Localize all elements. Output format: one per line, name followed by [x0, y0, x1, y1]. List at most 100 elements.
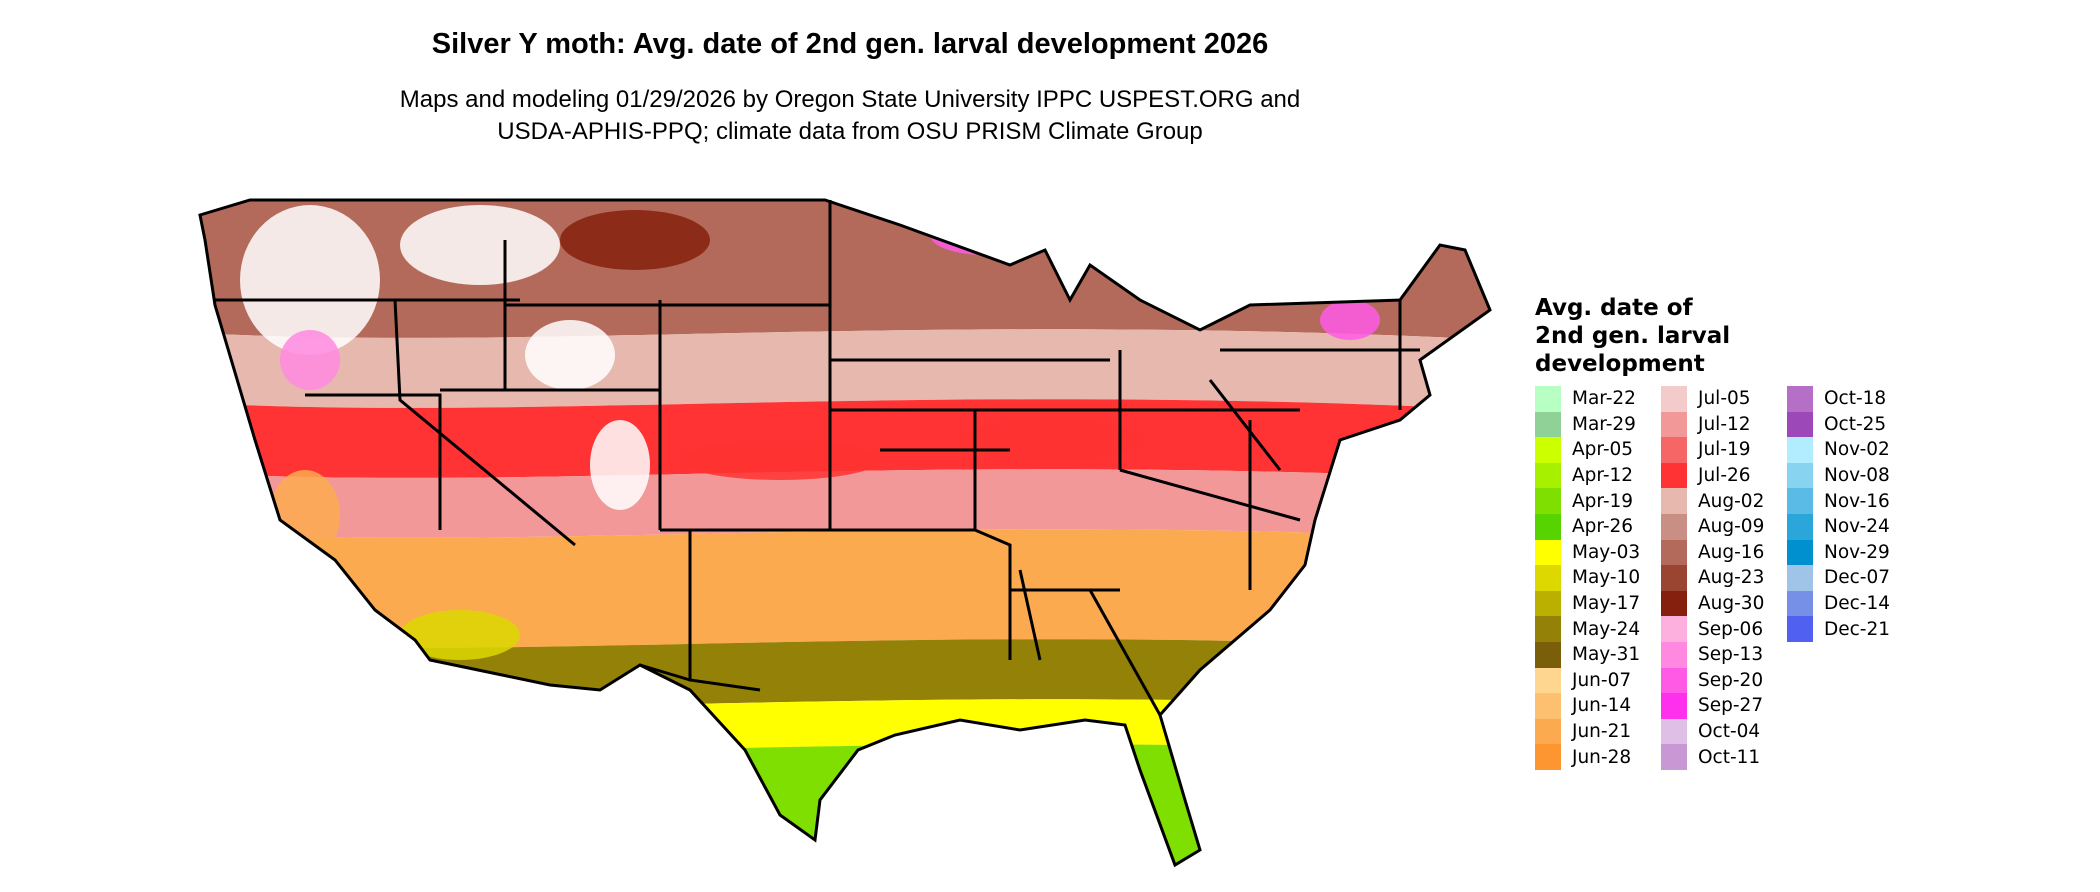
- legend-label: Sep-13: [1698, 644, 1764, 666]
- legend-item: Apr-26: [1535, 514, 1633, 540]
- legend-swatch: [1535, 565, 1561, 591]
- legend-item: Nov-16: [1787, 488, 1890, 514]
- legend-label: Apr-19: [1572, 490, 1634, 512]
- legend-item: Jun-07: [1535, 667, 1632, 694]
- legend-swatch: [1787, 565, 1813, 591]
- legend-swatch: [1787, 539, 1813, 566]
- legend-item: Dec-14: [1787, 590, 1890, 617]
- legend-label: May-17: [1572, 593, 1641, 615]
- legend-label: Sep-27: [1698, 695, 1764, 717]
- legend-item: May-31: [1535, 642, 1640, 668]
- legend-swatch: [1661, 642, 1687, 668]
- legend-item: Dec-21: [1787, 616, 1890, 642]
- map-patch: [400, 205, 560, 285]
- legend-label: Oct-18: [1824, 388, 1887, 410]
- state-borders: [198, 198, 1492, 867]
- legend-item: Apr-05: [1535, 437, 1633, 463]
- legend-swatch: [1535, 462, 1561, 489]
- legend-swatch: [1661, 539, 1687, 566]
- map-patch: [590, 420, 650, 510]
- legend-swatch: [1535, 437, 1561, 463]
- legend-item: Aug-02: [1661, 488, 1764, 514]
- legend-label: Nov-29: [1824, 541, 1890, 563]
- legend-item: Apr-12: [1535, 462, 1633, 489]
- legend-swatch: [1787, 514, 1813, 540]
- legend-swatch: [1661, 718, 1687, 745]
- legend-item: Sep-20: [1661, 667, 1764, 694]
- legend-title-line-1: Avg. date of: [1535, 295, 1693, 321]
- legend-swatch: [1661, 386, 1687, 412]
- legend-swatch: [1787, 437, 1813, 463]
- legend-item: Oct-25: [1787, 411, 1887, 438]
- legend-item: Aug-16: [1661, 539, 1765, 566]
- legend-label: Dec-21: [1824, 618, 1891, 640]
- legend-swatch: [1661, 411, 1687, 438]
- map-color-bands: [200, 200, 1490, 865]
- legend-item: Oct-18: [1787, 386, 1886, 412]
- legend-swatch: [1535, 642, 1561, 668]
- legend-swatch: [1535, 616, 1561, 642]
- map-band: [200, 744, 1490, 865]
- legend-label: Jun-07: [1572, 669, 1632, 691]
- map-patch: [1320, 300, 1380, 340]
- map-patch: [240, 205, 380, 355]
- legend-label: Aug-16: [1698, 541, 1765, 563]
- legend-swatch: [1787, 590, 1813, 617]
- legend-title-line-3: development: [1535, 351, 1705, 377]
- map-band: [200, 329, 1490, 410]
- legend-item: Oct-04: [1661, 718, 1760, 745]
- legend-item: Mar-29: [1535, 411, 1636, 438]
- legend-swatch: [1661, 744, 1687, 770]
- legend-item: Aug-09: [1661, 514, 1764, 540]
- legend-label: May-24: [1572, 618, 1641, 640]
- legend-label: Apr-26: [1572, 516, 1634, 538]
- legend-label: Sep-06: [1698, 618, 1764, 640]
- legend-label: May-03: [1572, 541, 1641, 563]
- legend-label: Jul-26: [1698, 465, 1751, 487]
- map-band: [200, 639, 1490, 710]
- legend-item: Nov-08: [1787, 462, 1890, 489]
- legend-label: Nov-24: [1824, 516, 1890, 538]
- legend-item: Aug-23: [1661, 565, 1764, 591]
- legend-swatch: [1535, 514, 1561, 540]
- legend-item: Sep-13: [1661, 642, 1763, 668]
- legend-label: Aug-23: [1698, 567, 1765, 589]
- legend-item: Jun-14: [1535, 693, 1631, 719]
- legend-swatch: [1535, 411, 1561, 438]
- legend-item: Dec-07: [1787, 565, 1890, 591]
- chart-subtitle-line-1: Maps and modeling 01/29/2026 by Oregon S…: [399, 86, 1301, 113]
- legend-swatch: [1661, 590, 1687, 617]
- legend-item: May-10: [1535, 565, 1640, 591]
- chart-subtitle-line-2: USDA-APHIS-PPQ; climate data from OSU PR…: [497, 118, 1203, 145]
- map-band: [200, 529, 1490, 650]
- legend-item: Jun-28: [1535, 744, 1631, 770]
- legend-label: Jun-14: [1572, 695, 1632, 717]
- legend-label: Sep-20: [1698, 669, 1764, 691]
- legend-label: Nov-02: [1824, 439, 1890, 461]
- map-patch: [270, 470, 340, 560]
- legend-title-line-2: 2nd gen. larval: [1535, 323, 1731, 349]
- map-patch: [930, 215, 1040, 255]
- legend-item: Nov-24: [1787, 514, 1890, 540]
- legend-swatch: [1787, 488, 1813, 514]
- legend-label: Aug-30: [1698, 593, 1765, 615]
- legend-label: Oct-25: [1824, 413, 1887, 435]
- legend-item: May-24: [1535, 616, 1640, 642]
- legend-swatch: [1535, 539, 1561, 566]
- legend-label: May-31: [1572, 644, 1641, 666]
- map-band: [200, 469, 1490, 540]
- map-patch: [280, 330, 340, 390]
- legend-swatch: [1535, 590, 1561, 617]
- legend-item: May-03: [1535, 539, 1641, 566]
- legend-item: Oct-11: [1661, 744, 1760, 770]
- legend-label: Mar-22: [1572, 388, 1636, 410]
- map-patch: [680, 440, 880, 480]
- legend-swatch: [1661, 514, 1687, 540]
- map-patch: [400, 610, 520, 660]
- legend-label: Oct-11: [1698, 746, 1761, 768]
- legend-item: Sep-06: [1661, 616, 1763, 642]
- legend-label: Dec-07: [1824, 567, 1891, 589]
- legend-swatch: [1787, 411, 1813, 438]
- legend-label: Jul-05: [1698, 388, 1751, 410]
- legend-swatch: [1661, 437, 1687, 463]
